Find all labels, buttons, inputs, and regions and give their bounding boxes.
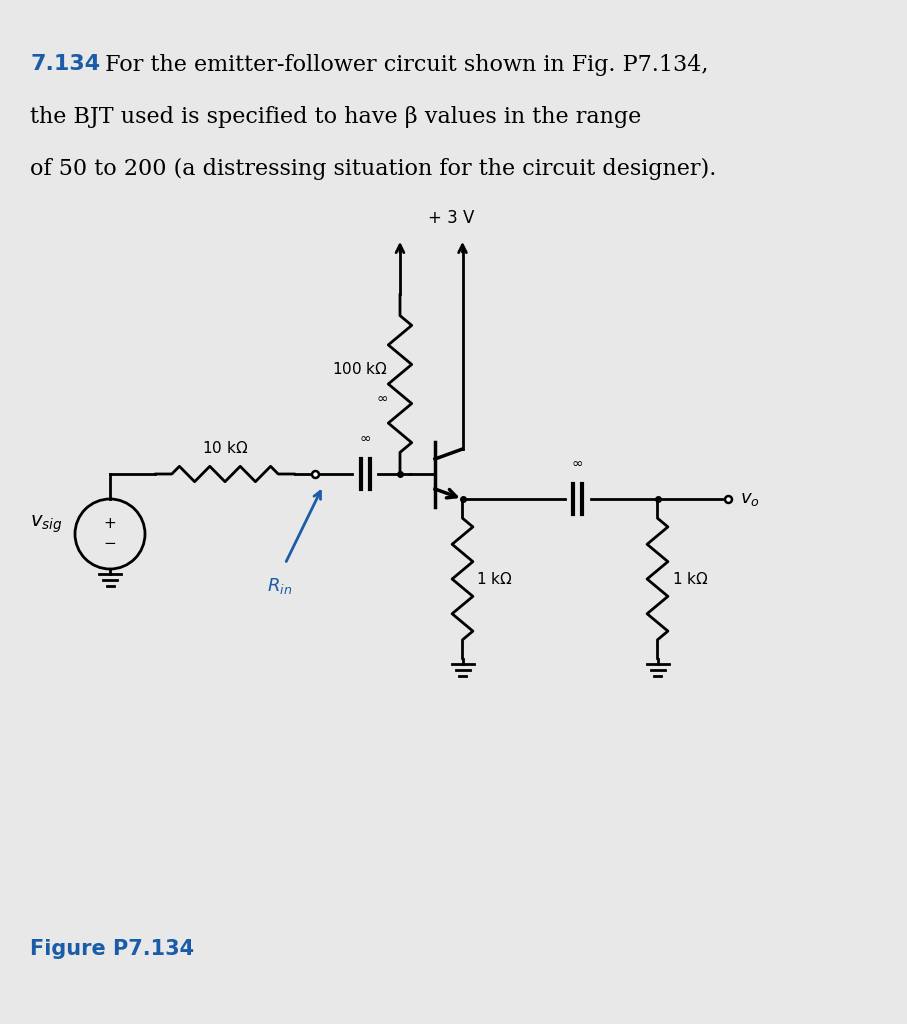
Text: 1 k$\Omega$: 1 k$\Omega$	[476, 571, 513, 587]
Text: Figure P7.134: Figure P7.134	[30, 939, 194, 959]
Text: For the emitter-follower circuit shown in Fig. P7.134,: For the emitter-follower circuit shown i…	[98, 54, 708, 76]
Text: $R_{\mathit{in}}$: $R_{\mathit{in}}$	[268, 575, 293, 596]
Text: of 50 to 200 (a distressing situation for the circuit designer).: of 50 to 200 (a distressing situation fo…	[30, 158, 717, 180]
Text: 1 k$\Omega$: 1 k$\Omega$	[671, 571, 708, 587]
Text: 100 k$\Omega$: 100 k$\Omega$	[332, 361, 388, 377]
Text: + 3 V: + 3 V	[428, 209, 474, 227]
Text: +: +	[103, 516, 116, 531]
Text: the BJT used is specified to have β values in the range: the BJT used is specified to have β valu…	[30, 106, 641, 128]
Text: 10 k$\Omega$: 10 k$\Omega$	[202, 440, 249, 456]
Text: ∞: ∞	[359, 432, 371, 446]
Text: ∞: ∞	[571, 457, 583, 471]
Text: $v_{\mathit{sig}}$: $v_{\mathit{sig}}$	[31, 513, 63, 535]
Text: 7.134: 7.134	[30, 54, 100, 74]
Text: ∞: ∞	[376, 392, 388, 406]
Text: −: −	[103, 537, 116, 552]
Text: $v_o$: $v_o$	[739, 490, 759, 508]
